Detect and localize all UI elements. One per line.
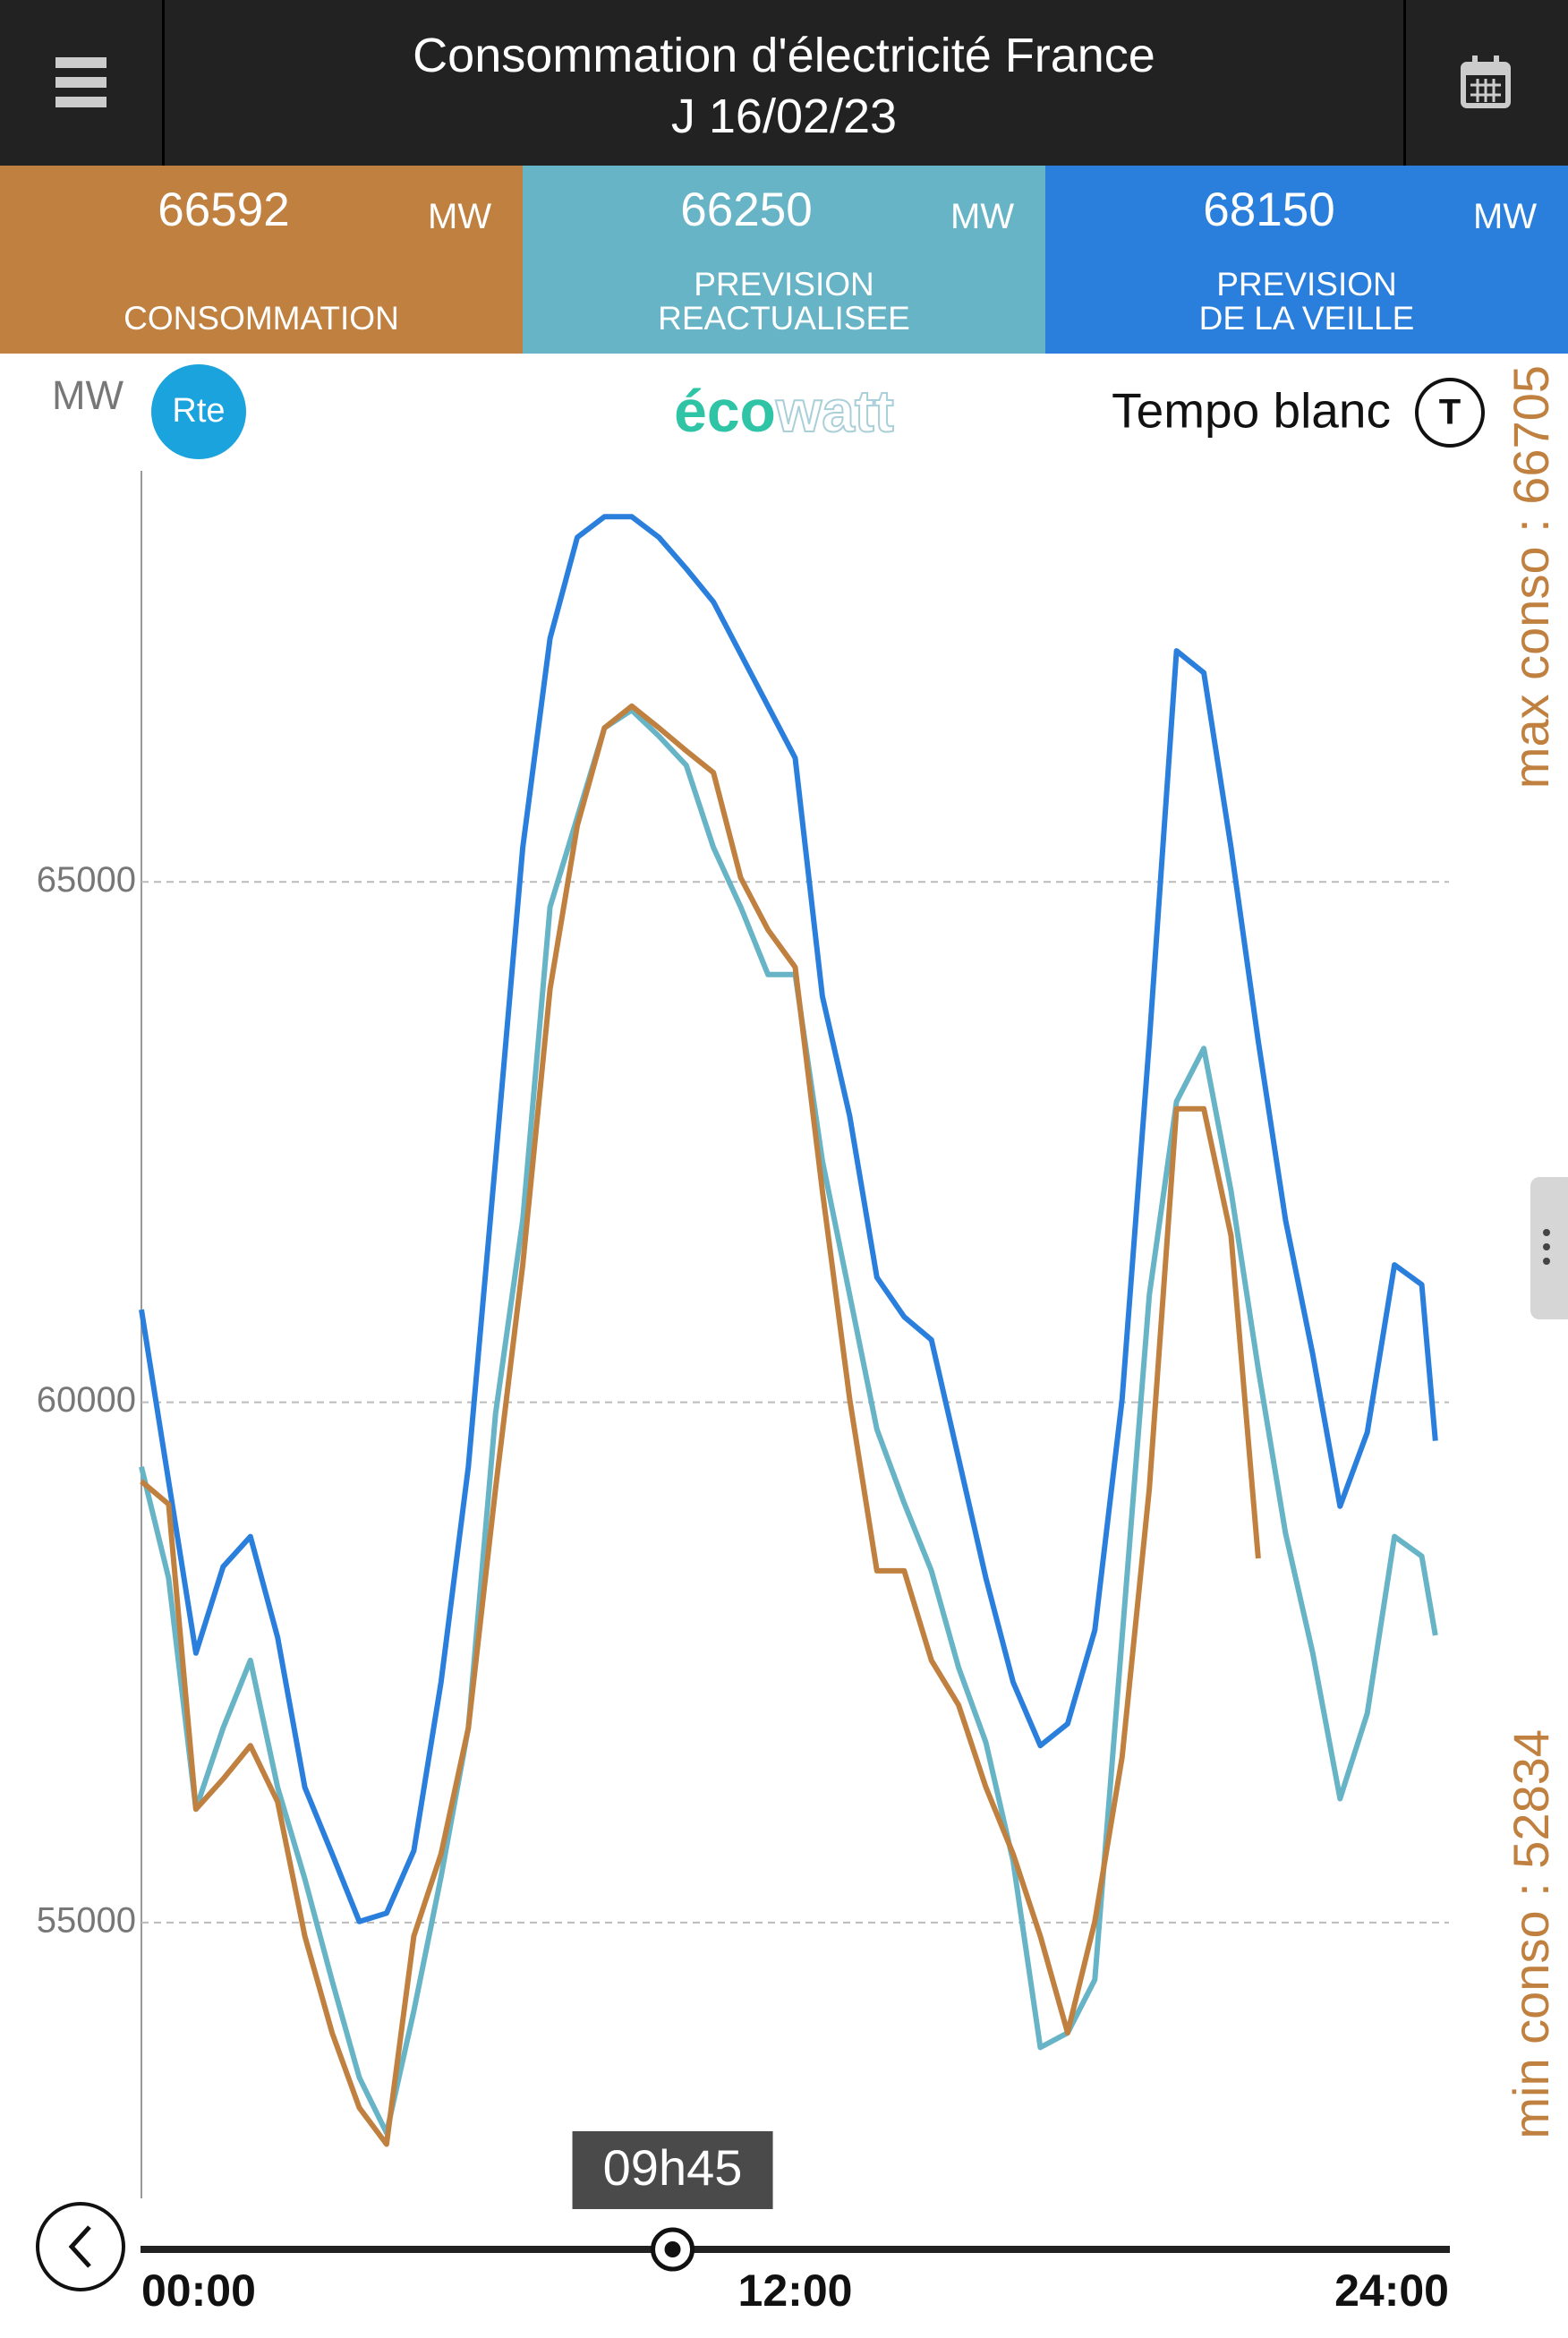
y-tick-label: 55000: [37, 1900, 136, 1940]
x-tick-label: 24:00: [1334, 2265, 1449, 2316]
stat-label: PREVISION REACTUALISEE: [658, 266, 910, 337]
stat-value: 66592: [158, 183, 290, 236]
stat-value: 68150: [1203, 183, 1335, 236]
stat-value: 66250: [680, 183, 813, 236]
series-line: [140, 703, 1261, 2147]
ecowatt-eco: éco: [674, 378, 776, 444]
stat-unit: MW: [1473, 197, 1538, 236]
back-button[interactable]: [36, 2202, 125, 2291]
tempo-label: Tempo blanc: [1112, 383, 1391, 439]
side-handle[interactable]: [1530, 1177, 1568, 1319]
series-line: [139, 514, 1438, 1924]
stat-box: 66250 MW PREVISION REACTUALISEE: [523, 166, 1045, 354]
stat-unit: MW: [950, 197, 1015, 236]
stats-bar: 66592 MW CONSOMMATION 66250 MW PREVISION REAC…: [0, 166, 1568, 354]
title: Consommation d'électricité France: [413, 29, 1155, 82]
date: J 16/02/23: [670, 90, 898, 143]
x-tick-label: 12:00: [738, 2265, 853, 2316]
rte-logo-text: Rte: [172, 392, 225, 430]
stat-label: CONSOMMATION: [124, 300, 399, 337]
cursor-knob-dot: [664, 2241, 681, 2257]
stat-unit: MW: [428, 197, 492, 236]
y-tick-label: 60000: [37, 1380, 136, 1420]
annotation: min conso : 52834: [1503, 1729, 1559, 2139]
cursor-tooltip: [572, 2131, 773, 2209]
ecowatt-logo: écowatt: [674, 378, 894, 444]
cursor-label: 09h45: [603, 2139, 743, 2196]
x-tick-label: 00:00: [141, 2265, 256, 2316]
stat-box: 66592 MW CONSOMMATION: [0, 166, 523, 354]
rte-logo: [151, 364, 246, 459]
y-tick-label: 65000: [37, 860, 136, 900]
stat-label: PREVISION DE LA VEILLE: [1198, 266, 1415, 337]
stat-box: 68150 MW PREVISION DE LA VEILLE: [1045, 166, 1568, 354]
ecowatt-watt: watt: [775, 378, 894, 444]
menu-button[interactable]: [0, 0, 164, 166]
y-axis-label: MW: [52, 372, 124, 418]
annotation: max conso : 66705: [1503, 365, 1559, 789]
chart: MW Rte écowatt Tempo blanc T 55000 60000 6…: [36, 364, 1568, 2316]
calendar-button[interactable]: [1404, 0, 1568, 166]
separator: [1403, 0, 1406, 166]
tempo-badge-text: T: [1439, 393, 1461, 432]
tempo-badge: [1415, 378, 1485, 448]
header-bar: Consommation d'électricité France J 16/0…: [0, 0, 1568, 166]
separator: [162, 0, 165, 166]
